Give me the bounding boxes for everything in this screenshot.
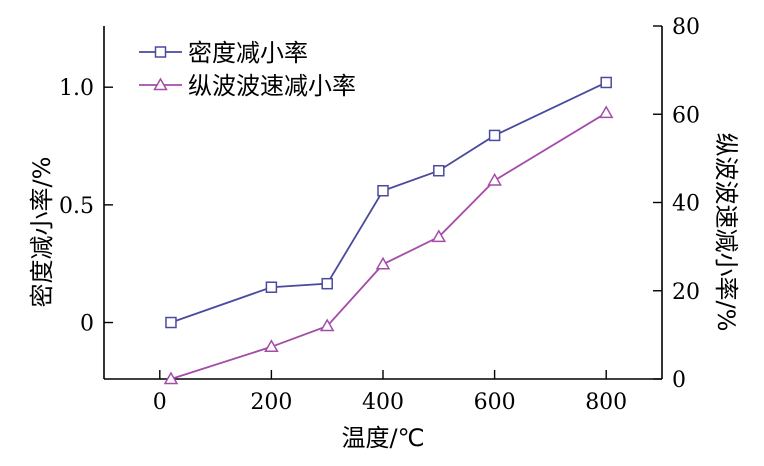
- series-1-point: [321, 277, 333, 290]
- legend-item: 密度减小率: [139, 39, 308, 67]
- x-tick-label: 800: [585, 390, 627, 415]
- axis-titles: 温度/℃ 密度减小率/% 纵波波速减小率/%: [28, 133, 740, 452]
- y-left-axis-title: 密度减小率/%: [28, 157, 56, 308]
- series-2-point: [598, 105, 614, 119]
- legend-label: 密度减小率: [188, 39, 308, 67]
- series-2-point: [163, 371, 179, 385]
- series-1: [165, 76, 612, 329]
- x-tick-label: 600: [474, 390, 516, 415]
- series-1-line: [170, 81, 607, 324]
- y-right-tick-label: 0: [672, 368, 686, 393]
- legend-item: 纵波波速减小率: [139, 72, 356, 100]
- y-right-tick-label: 80: [672, 15, 700, 40]
- y-right-tick-label: 60: [672, 103, 700, 128]
- series-1-point: [165, 316, 177, 329]
- series-2-point: [319, 318, 335, 332]
- y-left-tick-label: 0.5: [59, 194, 94, 219]
- series-1-point: [377, 184, 389, 197]
- series-2-point: [375, 256, 391, 270]
- legend-label: 纵波波速减小率: [188, 72, 356, 100]
- series-2-point: [431, 229, 447, 243]
- x-tick-label: 0: [153, 390, 167, 415]
- x-tick-label: 400: [362, 390, 404, 415]
- x-tick-label: 200: [250, 390, 292, 415]
- series-2-point: [264, 339, 279, 353]
- series-1-point: [265, 281, 278, 293]
- y-right-axis-title: 纵波波速减小率/%: [712, 133, 740, 332]
- y-right-tick-label: 20: [672, 280, 700, 305]
- series-2-line: [170, 112, 607, 380]
- series-1-point: [488, 129, 501, 142]
- series-2-point: [487, 172, 502, 186]
- legend-marker: [154, 46, 167, 58]
- y-left-tick-label: 0: [80, 312, 94, 337]
- series-2: [163, 105, 614, 385]
- y-left-tick-label: 1.0: [59, 76, 94, 101]
- legend-marker: [153, 77, 168, 91]
- series-layer: [163, 76, 614, 385]
- series-1-point: [600, 76, 612, 89]
- series-1-point: [433, 164, 445, 177]
- y-right-tick-label: 40: [672, 192, 700, 217]
- axes-layer: 0 200 400 600 800 0 0.5 1.0 0 20 40 60 80: [59, 15, 700, 415]
- x-axis-title: 温度/℃: [341, 424, 424, 452]
